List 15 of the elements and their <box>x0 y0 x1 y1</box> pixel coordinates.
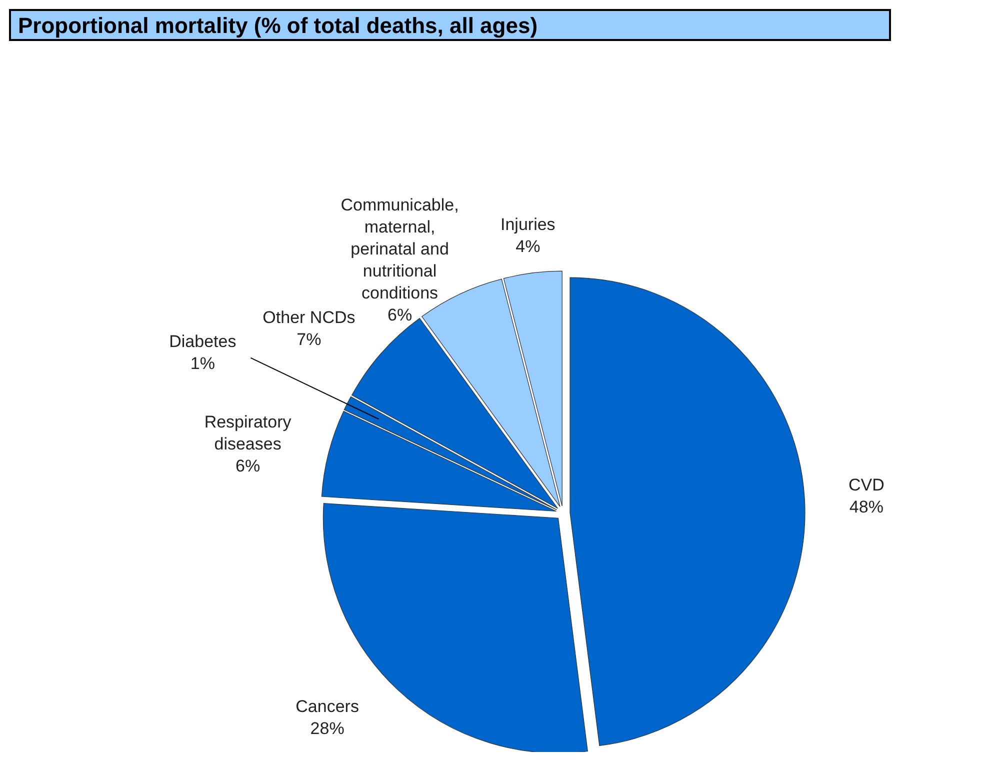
chart-title: Proportional mortality (% of total deaths, all ages) <box>18 13 538 38</box>
slice-label: Diabetes <box>169 332 236 351</box>
data-label: 6% <box>387 306 412 325</box>
slice-label: CVD <box>848 475 884 494</box>
data-label: 4% <box>516 237 540 256</box>
data-label: 28% <box>310 719 344 738</box>
data-label: 7% <box>296 330 322 349</box>
slice-label: Other NCDs <box>262 308 356 327</box>
slice-label: Communicable, maternal, perinatal and nutritional conditions <box>340 196 459 303</box>
slice-label: Respiratory diseases <box>204 412 292 454</box>
data-label: 6% <box>236 456 260 476</box>
data-label: 1% <box>190 354 215 373</box>
data-label: 48% <box>849 497 884 516</box>
slice-label: Cancers <box>296 697 359 716</box>
slice-label: Injuries <box>500 215 556 234</box>
